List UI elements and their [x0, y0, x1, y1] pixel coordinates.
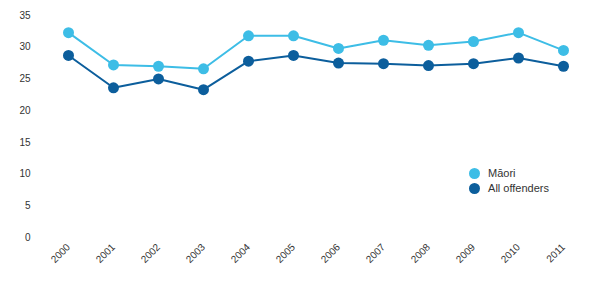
svg-text:2005: 2005 — [274, 241, 298, 265]
html-text:Māori: Māori — [488, 167, 516, 179]
svg-text:2002: 2002 — [139, 241, 163, 265]
svg-text:35: 35 — [19, 10, 31, 21]
svg-text:15: 15 — [19, 137, 31, 148]
svg-text:5: 5 — [25, 200, 31, 211]
svg-text:25: 25 — [19, 73, 31, 84]
svg-text:2000: 2000 — [49, 241, 73, 265]
svg-text:2004: 2004 — [229, 241, 253, 265]
svg-text:2011: 2011 — [544, 241, 567, 264]
svg-text:30: 30 — [19, 41, 31, 52]
svg-text:2003: 2003 — [184, 241, 208, 265]
svg-text:10: 10 — [19, 168, 31, 179]
svg-text:2009: 2009 — [454, 241, 478, 265]
svg-text:2008: 2008 — [409, 241, 433, 265]
svg-text:20: 20 — [19, 105, 31, 116]
svg-text:2007: 2007 — [364, 241, 388, 265]
svg-text:0: 0 — [25, 232, 31, 243]
svg-text:2010: 2010 — [499, 241, 523, 265]
html-text:All offenders: All offenders — [488, 182, 549, 194]
svg-text:2001: 2001 — [94, 241, 118, 265]
svg-text:2006: 2006 — [319, 241, 343, 265]
